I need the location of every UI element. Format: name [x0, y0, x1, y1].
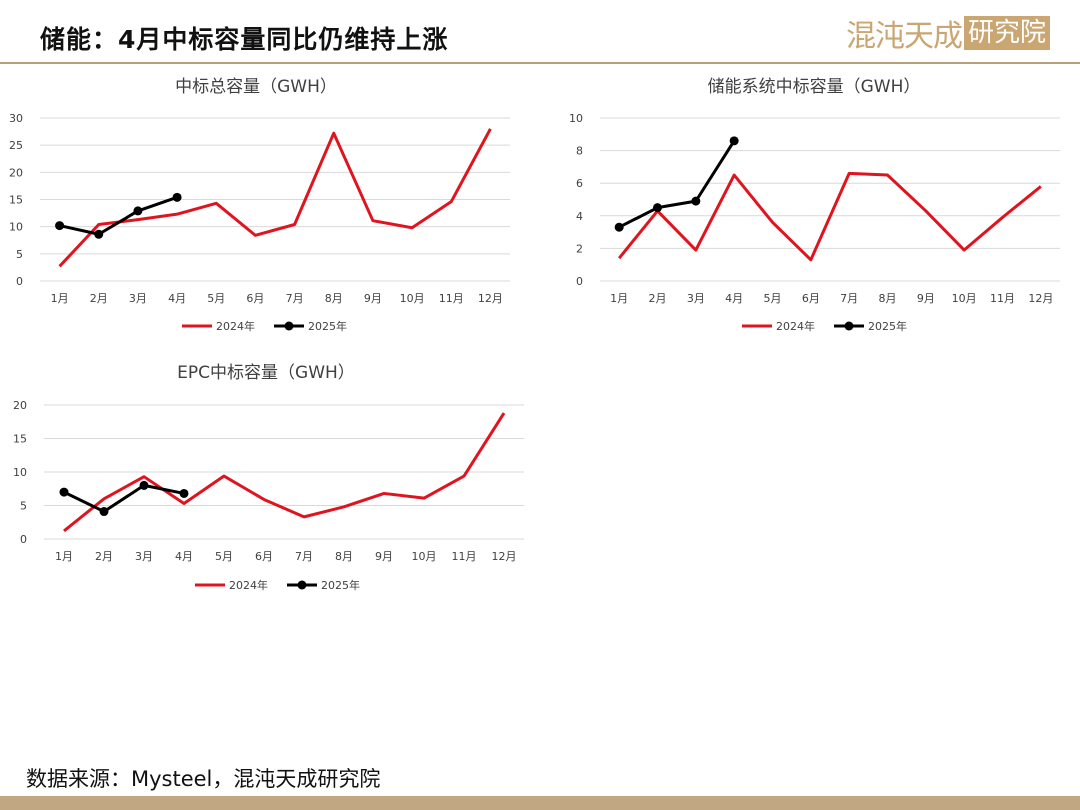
chart-2-series-2-line: [618, 140, 736, 229]
chart-1-x-tick-label: 2月: [90, 292, 108, 305]
page-title: 储能：4月中标容量同比仍维持上涨: [40, 25, 449, 54]
chart-2-y-tick-label: 2: [576, 242, 583, 255]
chart-1-legend-marker: [284, 321, 294, 331]
chart-3-x-tick-label: 4月: [175, 550, 193, 563]
chart-3-x-tick-label: 10月: [412, 550, 437, 563]
chart-3-title: EPC中标容量（GWH）: [177, 363, 355, 383]
title-divider: [0, 62, 1080, 64]
chart-2-x-tick-label: 6月: [802, 292, 820, 305]
chart-1-y-tick-label: 25: [9, 139, 23, 152]
chart-1-series-2-line: [59, 195, 178, 236]
chart-2-x-tick-label: 7月: [840, 292, 858, 305]
chart-2-title: 储能系统中标容量（GWH）: [708, 77, 921, 97]
chart-1-y-tick-label: 10: [9, 221, 23, 234]
chart-1-x-tick-label: 1月: [51, 292, 69, 305]
chart-3-y-tick-label: 5: [20, 500, 27, 513]
chart-3-y-tick-label: 15: [13, 433, 27, 446]
brand-logo: 混沌天成 研究院: [846, 14, 1051, 54]
chart-1-x-tick-label: 7月: [286, 292, 304, 305]
chart-1-y-tick-label: 5: [16, 248, 23, 261]
logo-text-box: 研究院: [964, 16, 1051, 50]
chart-2-legend-label-1: 2024年: [776, 319, 815, 333]
chart-2-x-tick-label: 5月: [764, 292, 782, 305]
chart-2-x-tick-label: 9月: [917, 292, 935, 305]
data-source-note: 数据来源：Mysteel，混沌天成研究院: [26, 767, 381, 791]
chart-3-legend-label-2: 2025年: [321, 578, 360, 592]
chart-1-x-tick-label: 8月: [325, 292, 343, 305]
chart-2-y-tick-label: 6: [576, 177, 583, 190]
logo-text-main: 混沌天成: [846, 19, 963, 54]
chart-1-series-2-point: [55, 221, 65, 231]
chart-2-x-tick-label: 2月: [649, 292, 667, 305]
chart-3-x-tick-label: 2月: [95, 550, 113, 563]
chart-3-legend-marker: [297, 580, 307, 590]
chart-3-x-tick-label: 11月: [452, 550, 477, 563]
chart-3-x-tick-label: 8月: [335, 550, 353, 563]
chart-3-series-2-point: [59, 487, 69, 497]
chart-2-x-tick-label: 11月: [990, 292, 1015, 305]
chart-3-y-tick-label: 0: [20, 533, 27, 546]
footer-bar: [0, 796, 1080, 810]
chart-2-x-tick-label: 8月: [879, 292, 897, 305]
chart-3-series-1-line: [63, 412, 506, 533]
chart-2-x-tick-label: 1月: [610, 292, 628, 305]
chart-1-legend-label-1: 2024年: [216, 319, 255, 333]
chart-1-x-tick-label: 10月: [400, 292, 425, 305]
chart-1-x-tick-label: 3月: [129, 292, 147, 305]
chart-2-series-2-point: [729, 136, 739, 146]
chart-2-y-tick-label: 4: [576, 210, 583, 223]
chart-1-series-2-point: [94, 229, 104, 239]
chart-3-x-tick-label: 9月: [375, 550, 393, 563]
chart-3-x-tick-label: 1月: [55, 550, 73, 563]
chart-1-series-2-point: [172, 192, 182, 202]
chart-3-x-tick-label: 3月: [135, 550, 153, 563]
chart-2-legend-marker: [844, 321, 854, 331]
chart-2-y-tick-label: 10: [569, 112, 583, 125]
chart-3-legend-label-1: 2024年: [229, 578, 268, 592]
chart-1-y-tick-label: 0: [16, 275, 23, 288]
chart-3-series-2-point: [99, 507, 109, 517]
chart-1-y-tick-label: 30: [9, 112, 23, 125]
chart-3-y-tick-label: 20: [13, 399, 27, 412]
chart-1-x-tick-label: 9月: [364, 292, 382, 305]
chart-2-y-tick-label: 0: [576, 275, 583, 288]
chart-1-x-tick-label: 11月: [439, 292, 464, 305]
chart-1-x-tick-label: 5月: [207, 292, 225, 305]
chart-1-title: 中标总容量（GWH）: [175, 77, 337, 97]
chart-1-legend-label-2: 2025年: [308, 319, 347, 333]
chart-1-x-tick-label: 6月: [246, 292, 264, 305]
chart-3-series-2-point: [179, 488, 189, 498]
chart-2-x-tick-label: 12月: [1028, 292, 1053, 305]
chart-1-y-tick-label: 15: [9, 194, 23, 207]
chart-2-series-2-point: [653, 203, 662, 213]
chart-1-x-tick-label: 12月: [478, 292, 503, 305]
chart-3-x-tick-label: 6月: [255, 550, 273, 563]
chart-2-x-tick-label: 4月: [725, 292, 743, 305]
chart-3-x-tick-label: 5月: [215, 550, 233, 563]
chart-2-series-2-point: [691, 196, 701, 206]
chart-1-y-tick-label: 20: [9, 166, 23, 179]
chart-3-series-2-point: [139, 480, 149, 490]
chart-1-series-1-line: [58, 128, 492, 268]
chart-3-y-tick-label: 10: [13, 466, 27, 479]
chart-3-series-2-line: [63, 483, 185, 514]
chart-3-x-tick-label: 12月: [492, 550, 517, 563]
chart-2-series-1-line: [618, 171, 1042, 262]
chart-1-series-2-point: [133, 206, 143, 216]
chart-2-series-2-point: [614, 222, 624, 232]
chart-2-x-tick-label: 3月: [687, 292, 705, 305]
chart-1-x-tick-label: 4月: [168, 292, 186, 305]
chart-2-x-tick-label: 10月: [952, 292, 977, 305]
chart-2-legend-label-2: 2025年: [868, 319, 907, 333]
chart-2-y-tick-label: 8: [576, 145, 583, 158]
chart-3-x-tick-label: 7月: [295, 550, 313, 563]
